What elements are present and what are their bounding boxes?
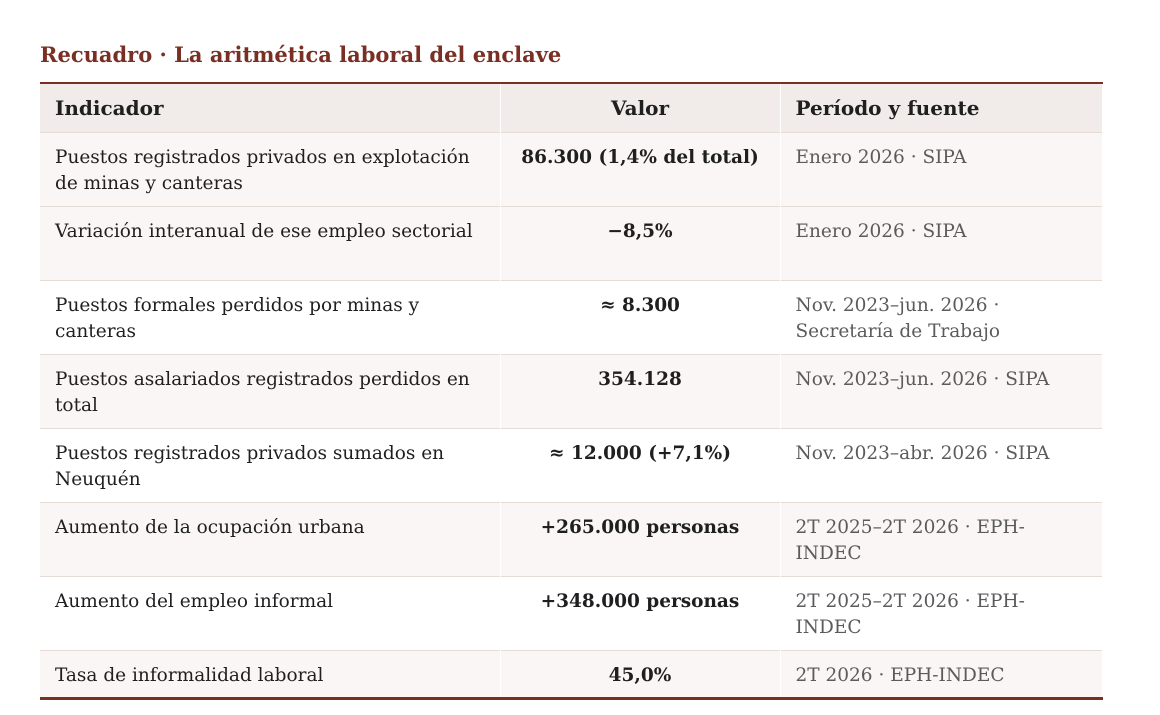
box-title: Recuadro · La aritmética laboral del enc… [40, 42, 562, 67]
cell-indicator: Tasa de informalidad laboral [40, 650, 501, 699]
cell-value: ≈ 8.300 [500, 280, 781, 355]
cell-indicator: Aumento del empleo informal [40, 576, 501, 651]
table-header-row: Indicador Valor Período y fuente [40, 83, 1103, 133]
cell-indicator: Puestos formales perdidos por minas y ca… [40, 280, 501, 355]
cell-indicator: Puestos registrados privados en explotac… [40, 132, 501, 207]
cell-source: Nov. 2023–jun. 2026 · SIPA [780, 354, 1103, 429]
cell-source: Enero 2026 · SIPA [780, 132, 1103, 207]
cell-value: +265.000 personas [500, 502, 781, 577]
labor-table: Indicador Valor Período y fuente Puestos… [40, 82, 1103, 700]
table-row: Aumento de la ocupación urbana +265.000 … [40, 502, 1103, 577]
cell-source: 2T 2026 · EPH-INDEC [780, 650, 1103, 699]
header-value: Valor [500, 83, 781, 133]
cell-value: 354.128 [500, 354, 781, 429]
cell-value: ≈ 12.000 (+7,1%) [500, 428, 781, 503]
table-row: Puestos asalariados registrados perdidos… [40, 354, 1103, 429]
cell-value: +348.000 personas [500, 576, 781, 651]
table-row: Puestos formales perdidos por minas y ca… [40, 280, 1103, 355]
header-source: Período y fuente [780, 83, 1103, 133]
table-row: Puestos registrados privados en explotac… [40, 132, 1103, 207]
cell-indicator: Puestos registrados privados sumados en … [40, 428, 501, 503]
table-row: Puestos registrados privados sumados en … [40, 428, 1103, 503]
labor-box: Recuadro · La aritmética laboral del enc… [40, 40, 1103, 700]
cell-value: −8,5% [500, 206, 781, 281]
cell-source: Nov. 2023–jun. 2026 · Secretaría de Trab… [780, 280, 1103, 355]
table-row: Variación interanual de ese empleo secto… [40, 206, 1103, 281]
cell-source: Enero 2026 · SIPA [780, 206, 1103, 281]
table-row: Tasa de informalidad laboral 45,0% 2T 20… [40, 650, 1103, 699]
header-indicator: Indicador [40, 83, 501, 133]
cell-value: 86.300 (1,4% del total) [500, 132, 781, 207]
cell-indicator: Variación interanual de ese empleo secto… [40, 206, 501, 281]
cell-indicator: Aumento de la ocupación urbana [40, 502, 501, 577]
cell-value: 45,0% [500, 650, 781, 699]
table-row: Aumento del empleo informal +348.000 per… [40, 576, 1103, 651]
cell-indicator: Puestos asalariados registrados perdidos… [40, 354, 501, 429]
cell-source: Nov. 2023–abr. 2026 · SIPA [780, 428, 1103, 503]
cell-source: 2T 2025–2T 2026 · EPH-INDEC [780, 576, 1103, 651]
cell-source: 2T 2025–2T 2026 · EPH-INDEC [780, 502, 1103, 577]
